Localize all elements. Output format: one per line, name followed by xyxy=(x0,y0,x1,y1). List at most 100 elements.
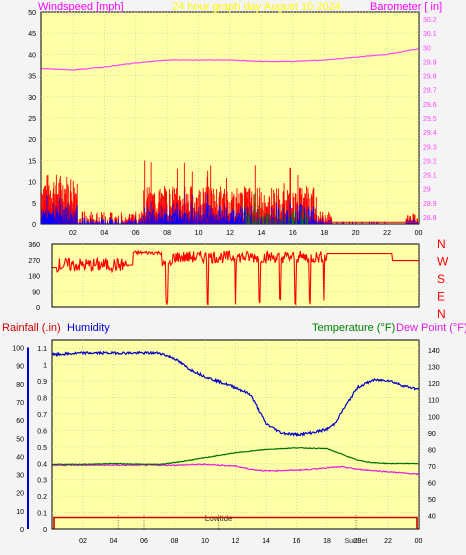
x-tick-label: 08 xyxy=(171,538,179,545)
windspeed-axis-label: Windspeed [mph] xyxy=(38,1,124,13)
barometer-tick-label: 29.2 xyxy=(423,158,437,165)
wind-direction-ticks: 0 90 180 270 360 xyxy=(28,242,40,312)
temperature-tick-label: 60 xyxy=(428,481,436,488)
windspeed-tick-label: 10 xyxy=(28,180,36,187)
x-tick-label: 08 xyxy=(163,230,171,237)
temperature-humidity-plot-area xyxy=(51,339,420,530)
humidity-tick-label: 20 xyxy=(16,491,24,498)
rainfall-tick-label: 1.1 xyxy=(37,346,47,353)
compass-label: W xyxy=(437,255,449,269)
humidity-tick-label: 70 xyxy=(16,400,24,407)
wind-barometer-ticks: 02 04 06 08 10 12 14 16 18 20 22 000510152025303540… xyxy=(28,10,437,237)
humidity-line xyxy=(51,350,419,437)
barometer-tick-label: 29.4 xyxy=(423,130,437,137)
lowtide-label: Lowtide xyxy=(205,514,233,523)
compass-label: N xyxy=(437,307,446,321)
x-tick-label: 10 xyxy=(201,538,209,545)
compass-label: E xyxy=(437,290,445,304)
rainfall-line xyxy=(53,516,418,529)
temperature-tick-label: 140 xyxy=(428,348,440,355)
barometer-tick-label: 30.1 xyxy=(423,31,437,38)
rainfall-tick-label: 0.8 xyxy=(37,396,47,403)
barometer-tick-label: 30.2 xyxy=(423,17,437,24)
x-tick-label: 22 xyxy=(383,230,391,237)
x-tick-label: 00 xyxy=(415,230,423,237)
x-tick-label: 10 xyxy=(195,230,203,237)
windspeed-tick-label: 15 xyxy=(28,158,36,165)
x-tick-label: 06 xyxy=(132,230,140,237)
x-tick-label: 14 xyxy=(262,538,270,545)
rainfall-tick-label: 1 xyxy=(43,363,47,370)
x-tick-label: 12 xyxy=(232,538,240,545)
temperature-humidity-series xyxy=(51,350,419,529)
temperature-tick-label: 110 xyxy=(428,398,439,405)
temperature-tick-label: 70 xyxy=(428,464,436,471)
humidity-tick-label: 10 xyxy=(16,509,24,516)
temperature-tick-label: 40 xyxy=(428,514,436,521)
windspeed-tick-label: 5 xyxy=(32,201,36,208)
temperature-line xyxy=(52,447,419,466)
x-tick-label: 04 xyxy=(100,230,108,237)
x-tick-label: 04 xyxy=(110,538,118,545)
sunset-label: SunSet xyxy=(344,538,367,545)
temperature-tick-label: 80 xyxy=(428,447,436,454)
x-tick-label: 12 xyxy=(226,230,234,237)
x-tick-label: 18 xyxy=(320,230,328,237)
x-tick-label: 22 xyxy=(384,538,392,545)
rainfall-tick-label: 0.6 xyxy=(37,428,47,435)
windspeed-tick-label: 20 xyxy=(28,137,36,144)
humidity-tick-label: 40 xyxy=(16,454,24,461)
barometer-tick-label: 29.5 xyxy=(423,116,437,123)
windspeed-tick-label: 45 xyxy=(28,31,36,38)
x-tick-label: 02 xyxy=(79,538,87,545)
x-tick-label: 00 xyxy=(415,538,423,545)
wind-direction-line xyxy=(52,249,419,307)
direction-tick-label: 0 xyxy=(36,305,40,312)
barometer-series xyxy=(41,48,419,71)
x-tick-label: 06 xyxy=(140,538,148,545)
barometer-tick-label: 29.3 xyxy=(423,144,437,151)
x-tick-label: 20 xyxy=(354,538,362,545)
temperature-axis-label: Temperature (°F) xyxy=(312,322,395,334)
wind-direction-series xyxy=(52,249,419,307)
temperature-tick-label: 120 xyxy=(428,381,440,388)
rainfall-tick-label: 0.9 xyxy=(37,379,47,386)
x-tick-label: 02 xyxy=(69,230,77,237)
barometer-tick-label: 29.9 xyxy=(423,59,437,66)
direction-tick-label: 90 xyxy=(32,289,40,296)
compass-label: S xyxy=(437,272,445,286)
direction-tick-label: 180 xyxy=(28,274,40,281)
humidity-tick-label: 60 xyxy=(16,418,24,425)
rainfall-tick-label: 0.1 xyxy=(37,511,47,518)
dewpoint-axis-label: Dew Point (°F) xyxy=(396,322,466,334)
windspeed-series xyxy=(41,160,419,224)
barometer-tick-label: 29.7 xyxy=(423,88,437,95)
windspeed-tick-label: 40 xyxy=(28,52,36,59)
humidity-tick-label: 0 xyxy=(20,527,24,534)
barometer-line xyxy=(41,48,419,71)
barometer-tick-label: 29.1 xyxy=(423,173,437,180)
rainfall-axis-label: Rainfall (.in) xyxy=(2,322,61,334)
direction-tick-label: 360 xyxy=(28,242,40,249)
windspeed-tick-label: 30 xyxy=(28,95,36,102)
temperature-humidity-grid: Lowtide SunSet xyxy=(52,340,419,545)
rainfall-tick-label: 0.5 xyxy=(37,445,47,452)
humidity-tick-label: 100 xyxy=(12,346,24,353)
humidity-tick-label: 90 xyxy=(16,364,24,371)
direction-tick-label: 270 xyxy=(28,258,40,265)
barometer-tick-label: 29.8 xyxy=(423,74,437,81)
rainfall-tick-label: 0.3 xyxy=(37,478,47,485)
barometer-axis-label: Barometer [ in] xyxy=(370,1,442,13)
humidity-tick-label: 30 xyxy=(16,473,24,480)
rainfall-tick-label: 0.2 xyxy=(37,494,47,501)
rainfall-tick-label: 0.4 xyxy=(37,461,47,468)
barometer-tick-label: 29.6 xyxy=(423,102,437,109)
barometer-tick-label: 28.8 xyxy=(423,215,437,222)
temperature-tick-label: 90 xyxy=(428,431,436,438)
windspeed-tick-label: 50 xyxy=(28,10,36,17)
rainfall-tick-label: 0 xyxy=(43,527,47,534)
humidity-tick-label: 80 xyxy=(16,382,24,389)
